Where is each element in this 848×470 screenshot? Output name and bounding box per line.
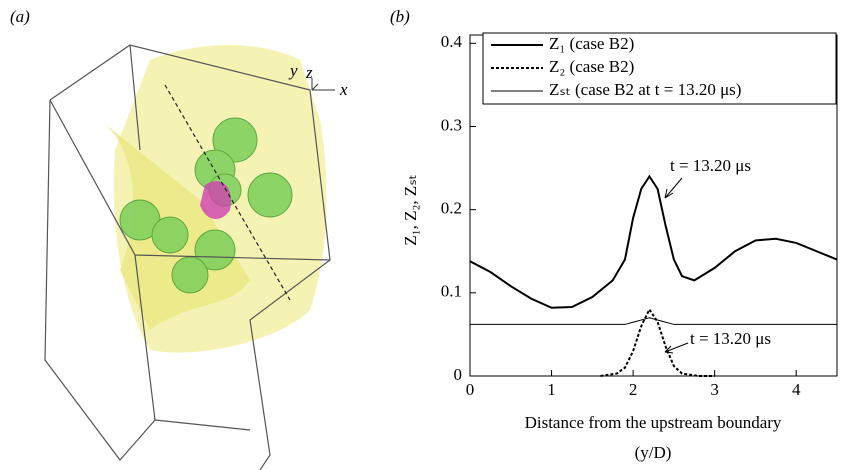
x-tick-label: 1 (547, 380, 556, 399)
x-tick-label: 3 (710, 380, 719, 399)
annotation: t = 13.20 μs (670, 156, 751, 175)
x-axis-label: Distance from the upstream boundary (525, 413, 782, 432)
x-axis-label: (y/D) (635, 443, 672, 462)
panel-label: (a) (10, 7, 30, 26)
axis-label: x (339, 80, 348, 99)
panel-label: (b) (390, 7, 410, 26)
legend-label: Z₁ (case B2) (549, 34, 634, 53)
legend-label: Zₛₜ (case B2 at t = 13.20 μs) (549, 80, 741, 99)
series-line (469, 174, 838, 309)
y-tick-label: 0.3 (441, 115, 462, 134)
legend-label: Z₂ (case B2) (549, 57, 634, 76)
x-tick-label: 2 (629, 380, 638, 399)
panel-a: (a) y z x (10, 7, 348, 470)
domain-box (44, 44, 331, 470)
y-tick-label: 0.1 (441, 282, 462, 301)
y-tick-label: 0.2 (441, 199, 462, 218)
axis-label: z (305, 63, 313, 82)
flame-region (200, 181, 231, 220)
x-tick-label: 0 (466, 380, 475, 399)
series-line (470, 317, 837, 325)
series-line (600, 307, 715, 377)
x-tick-label: 4 (792, 380, 801, 399)
y-tick-label: 0 (454, 365, 463, 384)
annotation: t = 13.20 μs (690, 329, 771, 348)
axis-triad (311, 78, 335, 91)
axis-label: y (288, 61, 298, 80)
y-axis-label: Z₁, Z₂, Zₛₜ (401, 174, 420, 245)
y-tick-label: 0.4 (441, 32, 463, 51)
